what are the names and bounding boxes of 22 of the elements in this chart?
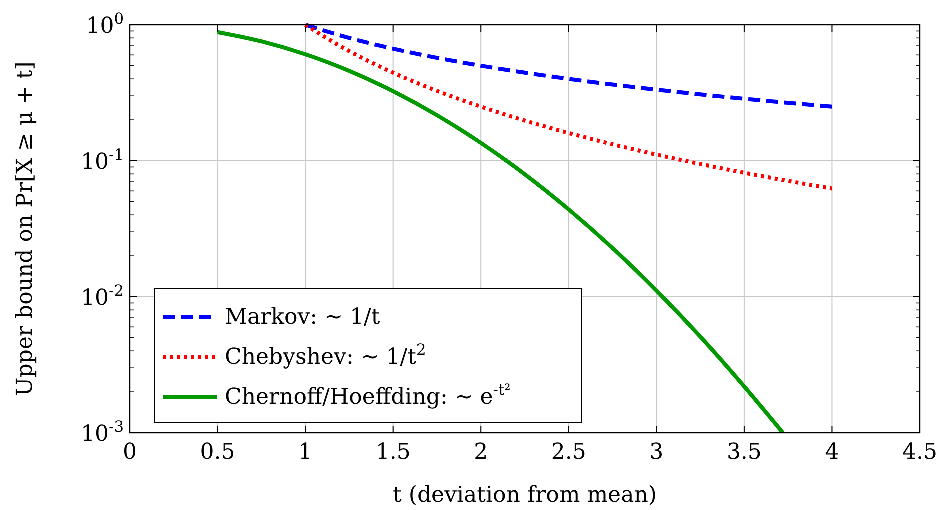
x-tick-label: 3.5 <box>726 440 762 465</box>
y-tick-label: 10$^{-2}$ <box>81 282 124 311</box>
y-tick-label: 10$^{-1}$ <box>81 146 124 175</box>
y-tick-label: 10$^{-3}$ <box>81 418 124 447</box>
legend-label: Chernoff/Hoeffding: ∼ e$^{-t²}$ <box>225 381 511 410</box>
line-series <box>216 30 786 433</box>
x-tick-label: 1.5 <box>376 440 411 465</box>
x-tick-label: 3 <box>650 440 664 465</box>
x-axis-title: t (deviation from mean) <box>393 483 657 508</box>
legend-label: Chebyshev: ∼ 1/t$^{2}$ <box>225 341 426 370</box>
line-series <box>304 23 834 191</box>
x-tick-label: 0.5 <box>200 440 236 465</box>
line-series <box>304 23 834 109</box>
y-tick-label: 10$^{0}$ <box>86 10 124 39</box>
x-tick-label: 0 <box>123 440 137 465</box>
x-tick-label: 4 <box>825 440 840 465</box>
y-axis-title: Upper bound on Pr[X ≥ μ + t] <box>13 62 38 396</box>
x-tick-label: 1 <box>298 440 313 465</box>
x-tick-label: 2.5 <box>551 440 586 465</box>
legend-label: Markov: ∼ 1/t <box>225 305 380 330</box>
x-tick-label: 2 <box>474 440 488 465</box>
x-tick-label: 4.5 <box>902 440 938 465</box>
